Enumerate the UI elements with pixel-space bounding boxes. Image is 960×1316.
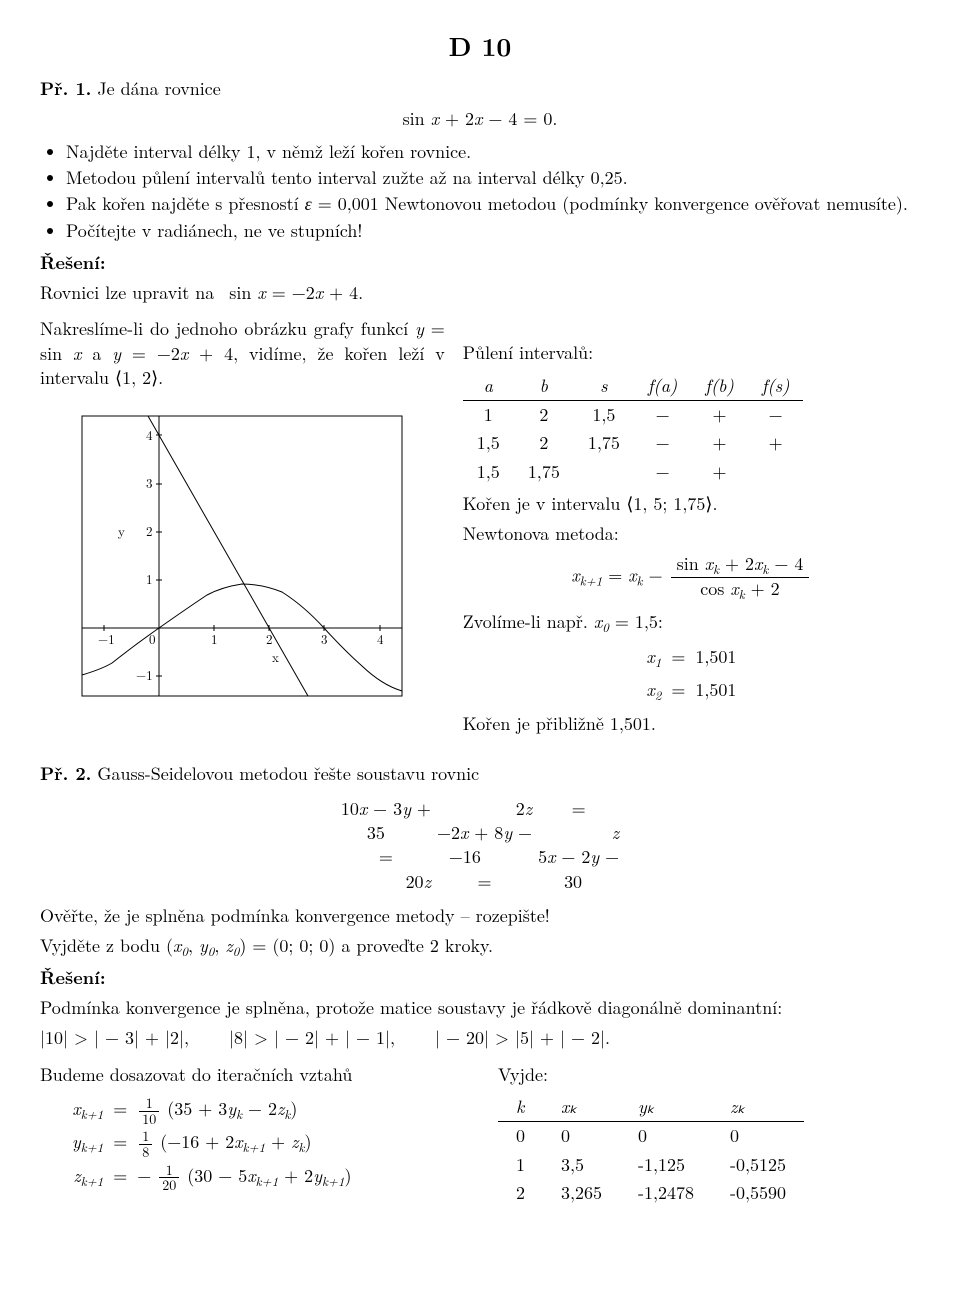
bullet-interval: Najděte interval délky 1, v němž leží ko… xyxy=(66,140,920,164)
solution-2-columns: Budeme dosazovat do iteračních vztahů xk… xyxy=(40,1057,920,1209)
problem-1-equation: sin x + 2x − 4 = 0. xyxy=(40,107,920,131)
problem-1-heading: Př. 1. Je dána rovnice xyxy=(40,77,920,101)
solution-1-right: Půlení intervalů: a b s f(a) f(b) f(s) 1… xyxy=(463,311,920,742)
bullet-newton: Pak kořen najděte s přesností ε = 0,001 … xyxy=(66,192,920,216)
problem-2-system: 10x − 3y +2z=35 −2x + 8y −z=−16 5x − 2y … xyxy=(40,793,920,898)
svg-text:−1: −1 xyxy=(98,629,115,648)
svg-text:y: y xyxy=(118,521,125,540)
svg-text:0: 0 xyxy=(149,629,156,648)
solution-1-left: Nakreslíme-li do jednoho obrázku grafy f… xyxy=(40,311,445,716)
solution-1-graph-text: Nakreslíme-li do jednoho obrázku grafy f… xyxy=(40,317,445,390)
solution-1-columns: Nakreslíme-li do jednoho obrázku grafy f… xyxy=(40,311,920,742)
bullet-bisection: Metodou půlení intervalů tento interval … xyxy=(66,166,920,190)
bisection-table: a b s f(a) f(b) f(s) 121,5−+− 1,521,75−+… xyxy=(463,372,804,486)
bullet-radians: Počítejte v radiánech, ne ve stupních! xyxy=(66,219,920,243)
svg-text:2: 2 xyxy=(266,629,273,648)
problem-2-heading: Př. 2. Gauss-Seidelovou metodou řešte so… xyxy=(40,762,920,786)
solution-1-label: Řešení: xyxy=(40,251,920,275)
problem-1-bullets: Najděte interval délky 1, v němž leží ko… xyxy=(40,140,920,243)
problem-2-verify: Ověřte, že je splněna podmínka konvergen… xyxy=(40,904,920,928)
bisection-title: Půlení intervalů: xyxy=(463,341,920,365)
page: D 10 Př. 1. Je dána rovnice sin x + 2x −… xyxy=(0,0,960,1249)
problem-2-start: Vyjděte z bodu (x0, y0, z0) = (0; 0; 0) … xyxy=(40,934,920,959)
svg-text:3: 3 xyxy=(321,629,328,648)
svg-text:1: 1 xyxy=(146,569,153,588)
doc-title: D 10 xyxy=(40,28,920,63)
svg-text:2: 2 xyxy=(146,521,153,540)
svg-text:x: x xyxy=(272,647,279,666)
newton-title: Newtonova metoda: xyxy=(463,522,920,546)
svg-text:4: 4 xyxy=(377,629,384,648)
solution-2-dominance: Podmínka konvergence je splněna, protože… xyxy=(40,996,920,1020)
bisection-root: Kořen je v intervalu ⟨1, 5; 1,75⟩. xyxy=(463,492,920,516)
newton-conclusion: Kořen je přibližně 1,501. xyxy=(463,712,920,736)
svg-text:4: 4 xyxy=(146,425,153,444)
newton-iterates: x1=1,501 x2=1,501 xyxy=(463,641,920,706)
solution-2-label: Řešení: xyxy=(40,966,920,990)
svg-text:−1: −1 xyxy=(136,665,153,684)
iteration-relations: Budeme dosazovat do iteračních vztahů xk… xyxy=(40,1057,480,1197)
dominance-conditions: |10| > | − 3| + |2|, |8| > | − 2| + | − … xyxy=(40,1026,920,1050)
newton-formula: xk+1 = xk − sin xk + 2xk − 4 cos xk + 2 xyxy=(463,553,920,602)
svg-text:3: 3 xyxy=(146,473,153,492)
iteration-output: Vyjde: k xₖ yₖ zₖ 0000 13,5-1,125-0,5125… xyxy=(498,1057,920,1209)
plot: −1 0 1 2 3 4 −1 1 2 3 4 x y xyxy=(62,396,422,716)
solution-1-rewrite: Rovnici lze upravit na sin x = −2x + 4. xyxy=(40,281,920,305)
newton-choose: Zvolíme-li např. x0 = 1,5: xyxy=(463,610,920,635)
svg-text:1: 1 xyxy=(211,629,218,648)
gs-table: k xₖ yₖ zₖ 0000 13,5-1,125-0,5125 23,265… xyxy=(498,1093,804,1207)
